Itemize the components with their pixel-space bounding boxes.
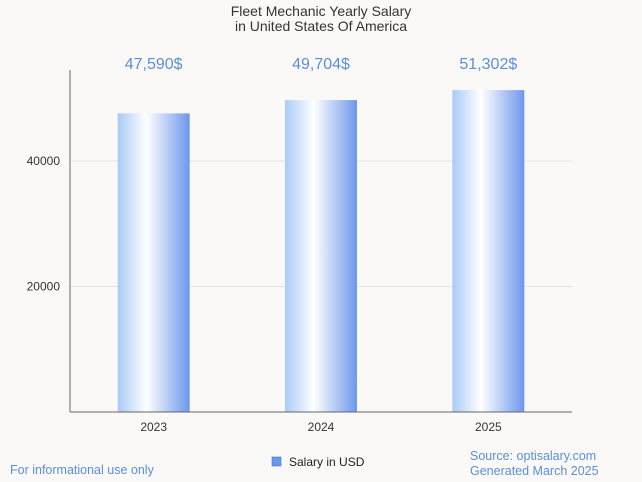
value-label: 47,590$ (125, 56, 183, 73)
legend-swatch (271, 456, 282, 467)
legend-label: Salary in USD (289, 455, 365, 469)
y-tick-labels: 20000 40000 (27, 154, 61, 294)
x-tick-label: 2023 (140, 420, 167, 434)
bar (452, 90, 525, 413)
chart-title: Fleet Mechanic Yearly Salary (231, 3, 412, 19)
x-tick-label: 2024 (308, 420, 335, 434)
x-tick-label: 2025 (475, 420, 502, 434)
y-tick-label: 40000 (27, 154, 61, 168)
value-label: 51,302$ (459, 56, 517, 73)
disclaimer-text: For informational use only (10, 463, 155, 477)
bar (117, 113, 190, 413)
generated-text: Generated March 2025 (470, 464, 599, 478)
value-label: 49,704$ (292, 56, 350, 73)
x-tick-labels: 2023 2024 2025 (140, 420, 502, 434)
source-text: Source: optisalary.com (470, 449, 596, 463)
chart-subtitle: in United States Of America (235, 18, 407, 34)
value-labels: 47,590$ 49,704$ 51,302$ (125, 56, 518, 73)
bars (117, 90, 525, 413)
bar (285, 100, 357, 412)
y-tick-label: 20000 (27, 279, 61, 293)
legend: Salary in USD (271, 455, 365, 469)
